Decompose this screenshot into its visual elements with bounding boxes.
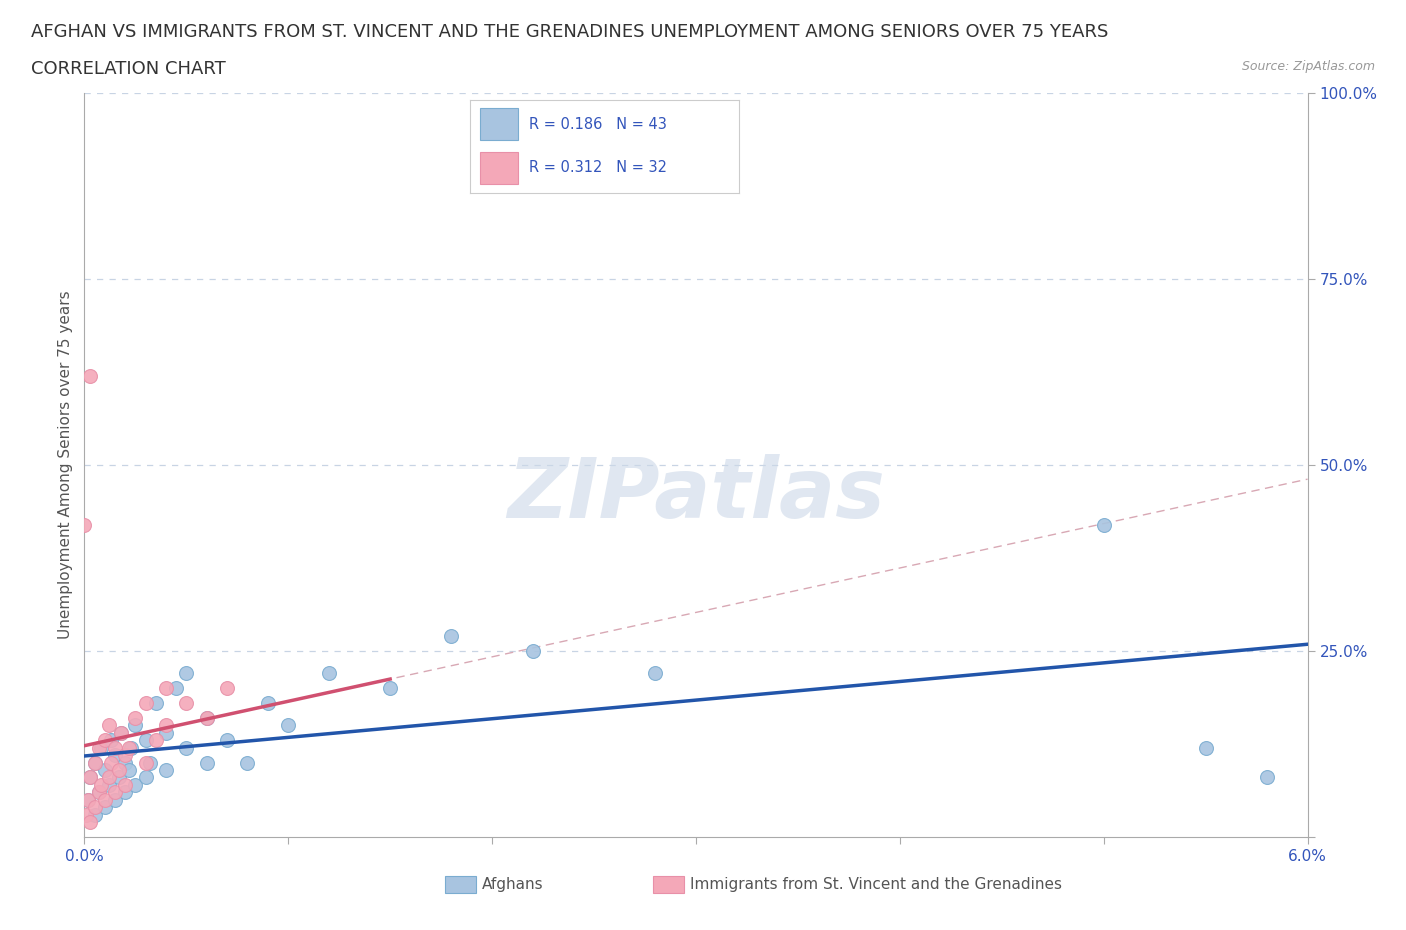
Point: [108, 763, 131, 777]
Point: [114, 755, 136, 770]
Point: [87, 785, 110, 800]
Point: [104, 792, 127, 807]
Point: [79, 770, 101, 785]
Point: [1092, 517, 1115, 532]
Point: [135, 770, 157, 785]
Point: [110, 725, 132, 740]
Point: [155, 725, 177, 740]
Point: [100, 733, 122, 748]
Point: [120, 740, 142, 755]
Point: [195, 711, 218, 725]
Point: [93, 800, 115, 815]
Point: [138, 755, 160, 770]
Text: CORRELATION CHART: CORRELATION CHART: [31, 60, 226, 78]
Point: [257, 696, 280, 711]
Point: [79, 368, 101, 383]
Point: [104, 748, 127, 763]
Point: [522, 644, 544, 658]
Text: Afghans: Afghans: [482, 877, 544, 892]
Text: ZIPatlas: ZIPatlas: [508, 454, 884, 536]
Point: [114, 777, 136, 792]
Point: [93, 792, 115, 807]
Point: [87, 740, 110, 755]
Point: [1195, 740, 1218, 755]
FancyBboxPatch shape: [446, 876, 475, 893]
Point: [145, 696, 167, 711]
Text: AFGHAN VS IMMIGRANTS FROM ST. VINCENT AND THE GRENADINES UNEMPLOYMENT AMONG SENI: AFGHAN VS IMMIGRANTS FROM ST. VINCENT AN…: [31, 23, 1108, 41]
Point: [195, 755, 218, 770]
Point: [83, 807, 105, 822]
Point: [440, 629, 463, 644]
Point: [83, 755, 105, 770]
Point: [155, 763, 177, 777]
Point: [108, 770, 131, 785]
Text: Source: ZipAtlas.com: Source: ZipAtlas.com: [1241, 60, 1375, 73]
Point: [93, 733, 115, 748]
Point: [114, 785, 136, 800]
Point: [174, 666, 197, 681]
Point: [165, 681, 187, 696]
Point: [87, 785, 110, 800]
Point: [174, 740, 197, 755]
Point: [155, 718, 177, 733]
Point: [155, 681, 177, 696]
Point: [73, 517, 96, 532]
Point: [93, 763, 115, 777]
Point: [217, 681, 239, 696]
Point: [135, 733, 157, 748]
Point: [97, 718, 120, 733]
Text: Immigrants from St. Vincent and the Grenadines: Immigrants from St. Vincent and the Gren…: [690, 877, 1062, 892]
Point: [380, 681, 402, 696]
Point: [114, 748, 136, 763]
Point: [79, 770, 101, 785]
Point: [124, 711, 146, 725]
Point: [1256, 770, 1278, 785]
Point: [135, 755, 157, 770]
Point: [90, 777, 112, 792]
Point: [104, 740, 127, 755]
Point: [118, 763, 141, 777]
Point: [135, 696, 157, 711]
Point: [174, 696, 197, 711]
Point: [77, 792, 100, 807]
Point: [145, 733, 167, 748]
Point: [97, 777, 120, 792]
Point: [124, 777, 146, 792]
Point: [75, 807, 97, 822]
Point: [104, 785, 127, 800]
Point: [277, 718, 299, 733]
Point: [124, 718, 146, 733]
Point: [217, 733, 239, 748]
Point: [83, 800, 105, 815]
Point: [195, 711, 218, 725]
Point: [236, 755, 259, 770]
Point: [79, 815, 101, 830]
Point: [118, 740, 141, 755]
Point: [644, 666, 666, 681]
Point: [110, 725, 132, 740]
Point: [83, 755, 105, 770]
Point: [97, 770, 120, 785]
Y-axis label: Unemployment Among Seniors over 75 years: Unemployment Among Seniors over 75 years: [58, 291, 73, 639]
Point: [77, 792, 100, 807]
FancyBboxPatch shape: [654, 876, 683, 893]
Point: [90, 740, 112, 755]
Point: [100, 755, 122, 770]
Point: [318, 666, 340, 681]
